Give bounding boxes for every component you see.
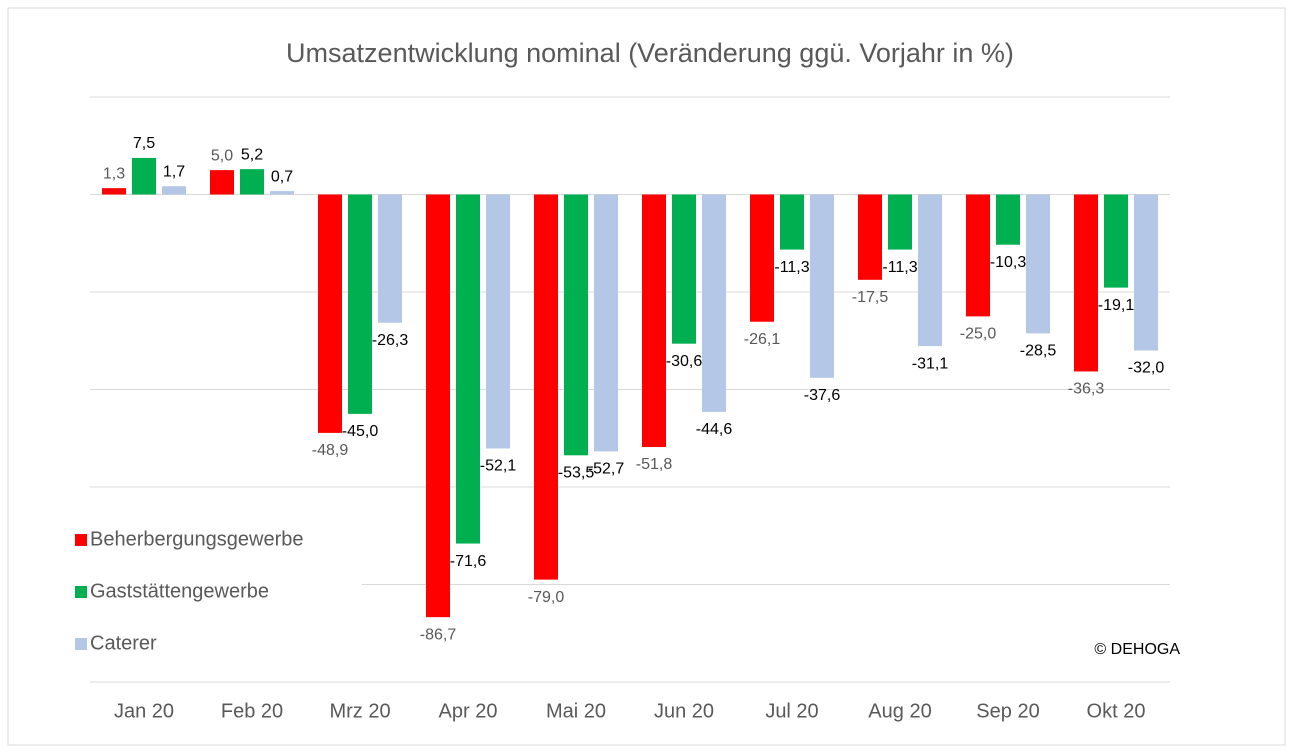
data-label: -31,1 xyxy=(912,355,949,372)
data-label: -71,6 xyxy=(450,553,487,570)
data-label: -36,3 xyxy=(1068,381,1105,398)
data-label: -11,3 xyxy=(774,259,809,276)
data-label: 0,7 xyxy=(271,168,293,185)
bar xyxy=(1026,194,1050,334)
bar xyxy=(486,194,510,449)
bar xyxy=(996,194,1020,245)
data-label: -44,6 xyxy=(696,421,733,438)
x-tick-label: Jan 20 xyxy=(114,700,174,722)
x-tick-label: Sep 20 xyxy=(976,700,1039,722)
bar xyxy=(1134,194,1158,351)
data-label: 5,0 xyxy=(211,147,233,164)
bar xyxy=(102,188,126,195)
bar xyxy=(750,194,774,322)
bar xyxy=(1074,194,1098,372)
bar xyxy=(378,194,402,323)
data-label: -11,3 xyxy=(882,259,917,276)
x-tick-label: Okt 20 xyxy=(1087,700,1146,722)
bar xyxy=(210,170,234,195)
data-label: -37,6 xyxy=(804,387,841,404)
data-label: -17,5 xyxy=(852,289,889,306)
data-label: -30,6 xyxy=(666,353,703,370)
data-label: 1,3 xyxy=(103,165,125,182)
data-label: -32,0 xyxy=(1128,360,1165,377)
bar xyxy=(426,194,450,618)
legend-swatch xyxy=(75,586,87,598)
bar xyxy=(918,194,942,347)
data-label: -19,1 xyxy=(1098,297,1135,314)
bar xyxy=(810,194,834,378)
bar xyxy=(858,194,882,280)
annotation: © DEHOGA xyxy=(1094,641,1180,658)
bar xyxy=(132,157,156,195)
data-label: 5,2 xyxy=(241,146,263,163)
legend-label: Caterer xyxy=(90,632,157,654)
legend-swatch xyxy=(75,638,87,650)
data-label: -10,3 xyxy=(990,254,1027,271)
data-label: -26,1 xyxy=(744,331,781,348)
bar xyxy=(534,194,558,580)
data-label: 7,5 xyxy=(133,135,155,152)
x-tick-label: Apr 20 xyxy=(439,700,498,722)
data-label: -53,5 xyxy=(558,465,595,482)
data-label: -52,7 xyxy=(588,461,625,478)
bar xyxy=(456,194,480,544)
data-label: -45,0 xyxy=(342,423,379,440)
chart-title: Umsatzentwicklung nominal (Veränderung g… xyxy=(286,38,1014,68)
bar xyxy=(780,194,804,250)
data-label: -28,5 xyxy=(1020,343,1057,360)
data-label: -52,1 xyxy=(480,458,517,475)
bar xyxy=(240,169,264,195)
data-label: -26,3 xyxy=(372,332,409,349)
data-label: -48,9 xyxy=(312,442,349,459)
bar xyxy=(270,191,294,195)
legend-label: Gaststättengewerbe xyxy=(90,580,269,602)
bar xyxy=(702,194,726,412)
bar xyxy=(318,194,342,433)
x-tick-label: Jun 20 xyxy=(654,700,714,722)
bar xyxy=(966,194,990,317)
legend-swatch xyxy=(75,534,87,546)
data-label: 1,7 xyxy=(163,163,185,180)
bar xyxy=(348,194,372,414)
x-tick-label: Mrz 20 xyxy=(329,700,390,722)
x-tick-label: Feb 20 xyxy=(221,700,283,722)
x-tick-label: Mai 20 xyxy=(546,700,606,722)
bar xyxy=(1104,194,1128,288)
data-label: -79,0 xyxy=(528,589,565,606)
data-label: -86,7 xyxy=(420,626,457,643)
data-label: -51,8 xyxy=(636,456,673,473)
legend-background xyxy=(66,520,362,665)
bar xyxy=(594,194,618,452)
data-label: -25,0 xyxy=(960,326,997,343)
bar xyxy=(888,194,912,250)
x-tick-label: Aug 20 xyxy=(868,700,931,722)
bar xyxy=(564,194,588,456)
x-tick-label: Jul 20 xyxy=(765,700,818,722)
legend-label: Beherbergungsgewerbe xyxy=(90,528,304,550)
bar xyxy=(642,194,666,448)
bar xyxy=(162,186,186,195)
bar xyxy=(672,194,696,344)
